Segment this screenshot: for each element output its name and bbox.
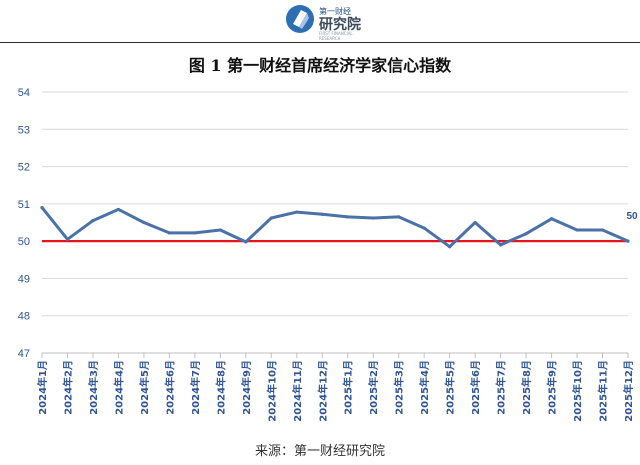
- data-point: [346, 215, 350, 219]
- x-tick-label: 2024年2月: [61, 360, 74, 415]
- x-tick-label: 2024年4月: [112, 360, 125, 415]
- logo-brand-name: 研究院: [319, 17, 361, 33]
- data-point: [142, 220, 146, 225]
- line-chart: 47 48 49 50 51 52 53 54 2024年1月 2024年2月 2024年3月 202…: [18, 87, 638, 422]
- x-tick-label: 2025年8月: [520, 360, 533, 415]
- header-divider: [0, 42, 640, 43]
- x-tick-label: 2024年10月: [265, 360, 278, 422]
- x-tick-label: 2024年11月: [291, 360, 304, 422]
- y-tick-label: 52: [18, 162, 30, 174]
- data-point: [448, 245, 452, 249]
- data-point: [320, 212, 324, 216]
- x-tick-label: 2025年9月: [546, 360, 559, 415]
- header: 第一财经 研究院 FIRST FINANCIAL RESEARCH: [0, 0, 640, 44]
- y-tick-label: 48: [18, 311, 30, 323]
- data-point: [65, 237, 70, 241]
- x-tick-label: 2024年8月: [214, 360, 227, 415]
- data-point: [524, 232, 528, 236]
- data-point: [499, 243, 503, 247]
- data-point: [40, 205, 44, 210]
- data-point: [269, 216, 273, 220]
- data-point: [422, 226, 426, 230]
- x-tick-label: 2024年7月: [189, 360, 202, 415]
- x-tick-label: 2024年12月: [316, 360, 329, 422]
- logo: 第一财经 研究院 FIRST FINANCIAL RESEARCH: [285, 4, 375, 41]
- data-point: [116, 207, 121, 212]
- x-tick-label: 2025年1月: [342, 360, 355, 415]
- x-tick-label: 2025年12月: [622, 360, 635, 422]
- x-tick-label: 2025年2月: [367, 360, 380, 415]
- data-point: [397, 215, 401, 219]
- data-point: [575, 228, 579, 232]
- x-tick-label: 2025年10月: [571, 360, 584, 422]
- data-label: 50: [626, 211, 638, 222]
- x-tick-label: 2024年5月: [138, 360, 151, 415]
- x-tick-label: 2024年1月: [36, 360, 49, 415]
- data-point: [473, 220, 477, 225]
- x-tick-label: 2024年6月: [163, 360, 176, 415]
- y-tick-label: 53: [18, 124, 30, 136]
- x-tick-label: 2025年5月: [444, 360, 457, 415]
- data-point: [626, 239, 630, 243]
- logo-brand-small: 第一财经: [319, 7, 351, 16]
- x-tick-label: 2025年4月: [418, 360, 431, 415]
- x-tick-label: 2025年6月: [469, 360, 482, 415]
- data-point: [600, 228, 605, 232]
- data-point: [295, 210, 299, 214]
- x-tick-label: 2025年3月: [393, 360, 406, 415]
- data-point: [371, 216, 375, 220]
- logo-brand-subtitle: FIRST FINANCIAL RESEARCH: [319, 31, 353, 41]
- x-tick-label: 2024年9月: [240, 360, 253, 415]
- data-point: [193, 231, 197, 235]
- y-tick-label: 47: [18, 348, 30, 360]
- x-tick-label: 2024年3月: [87, 360, 100, 415]
- data-point: [549, 217, 554, 221]
- chart-title: 图 1 第一财经首席经济学家信心指数: [188, 56, 452, 75]
- y-tick-label: 54: [18, 87, 30, 99]
- y-tick-label: 50: [18, 236, 30, 248]
- x-tick-label: 2025年7月: [495, 360, 508, 415]
- data-point: [91, 219, 95, 223]
- y-tick-label: 51: [18, 199, 30, 211]
- y-tick-label: 49: [18, 273, 30, 285]
- source-note: 来源：第一财经研究院: [254, 444, 385, 459]
- data-point: [244, 240, 248, 244]
- series-line: [40, 206, 630, 249]
- logo-mark-icon: [286, 5, 314, 33]
- data-point: [167, 231, 171, 235]
- x-tick-label: 2025年11月: [597, 360, 610, 422]
- data-point: [218, 228, 222, 232]
